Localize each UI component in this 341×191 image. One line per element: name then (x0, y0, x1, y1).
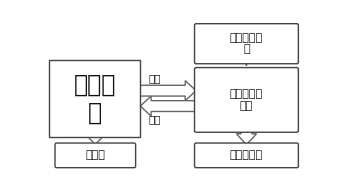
Polygon shape (85, 134, 105, 145)
Text: 数码管显示: 数码管显示 (230, 150, 263, 160)
Text: 倒计时控制
部分: 倒计时控制 部分 (230, 89, 263, 111)
FancyBboxPatch shape (194, 68, 298, 132)
FancyBboxPatch shape (194, 143, 298, 168)
Text: 交通灯: 交通灯 (85, 150, 105, 160)
Text: 控制: 控制 (148, 73, 161, 83)
Polygon shape (236, 131, 256, 145)
Polygon shape (140, 96, 196, 116)
FancyBboxPatch shape (194, 24, 298, 64)
Polygon shape (140, 81, 196, 101)
FancyBboxPatch shape (55, 143, 136, 168)
Text: 秒脉冲发生
器: 秒脉冲发生 器 (230, 33, 263, 54)
FancyBboxPatch shape (49, 60, 140, 137)
Text: 反馈: 反馈 (148, 115, 161, 125)
Text: 主控部
分: 主控部 分 (73, 72, 116, 124)
